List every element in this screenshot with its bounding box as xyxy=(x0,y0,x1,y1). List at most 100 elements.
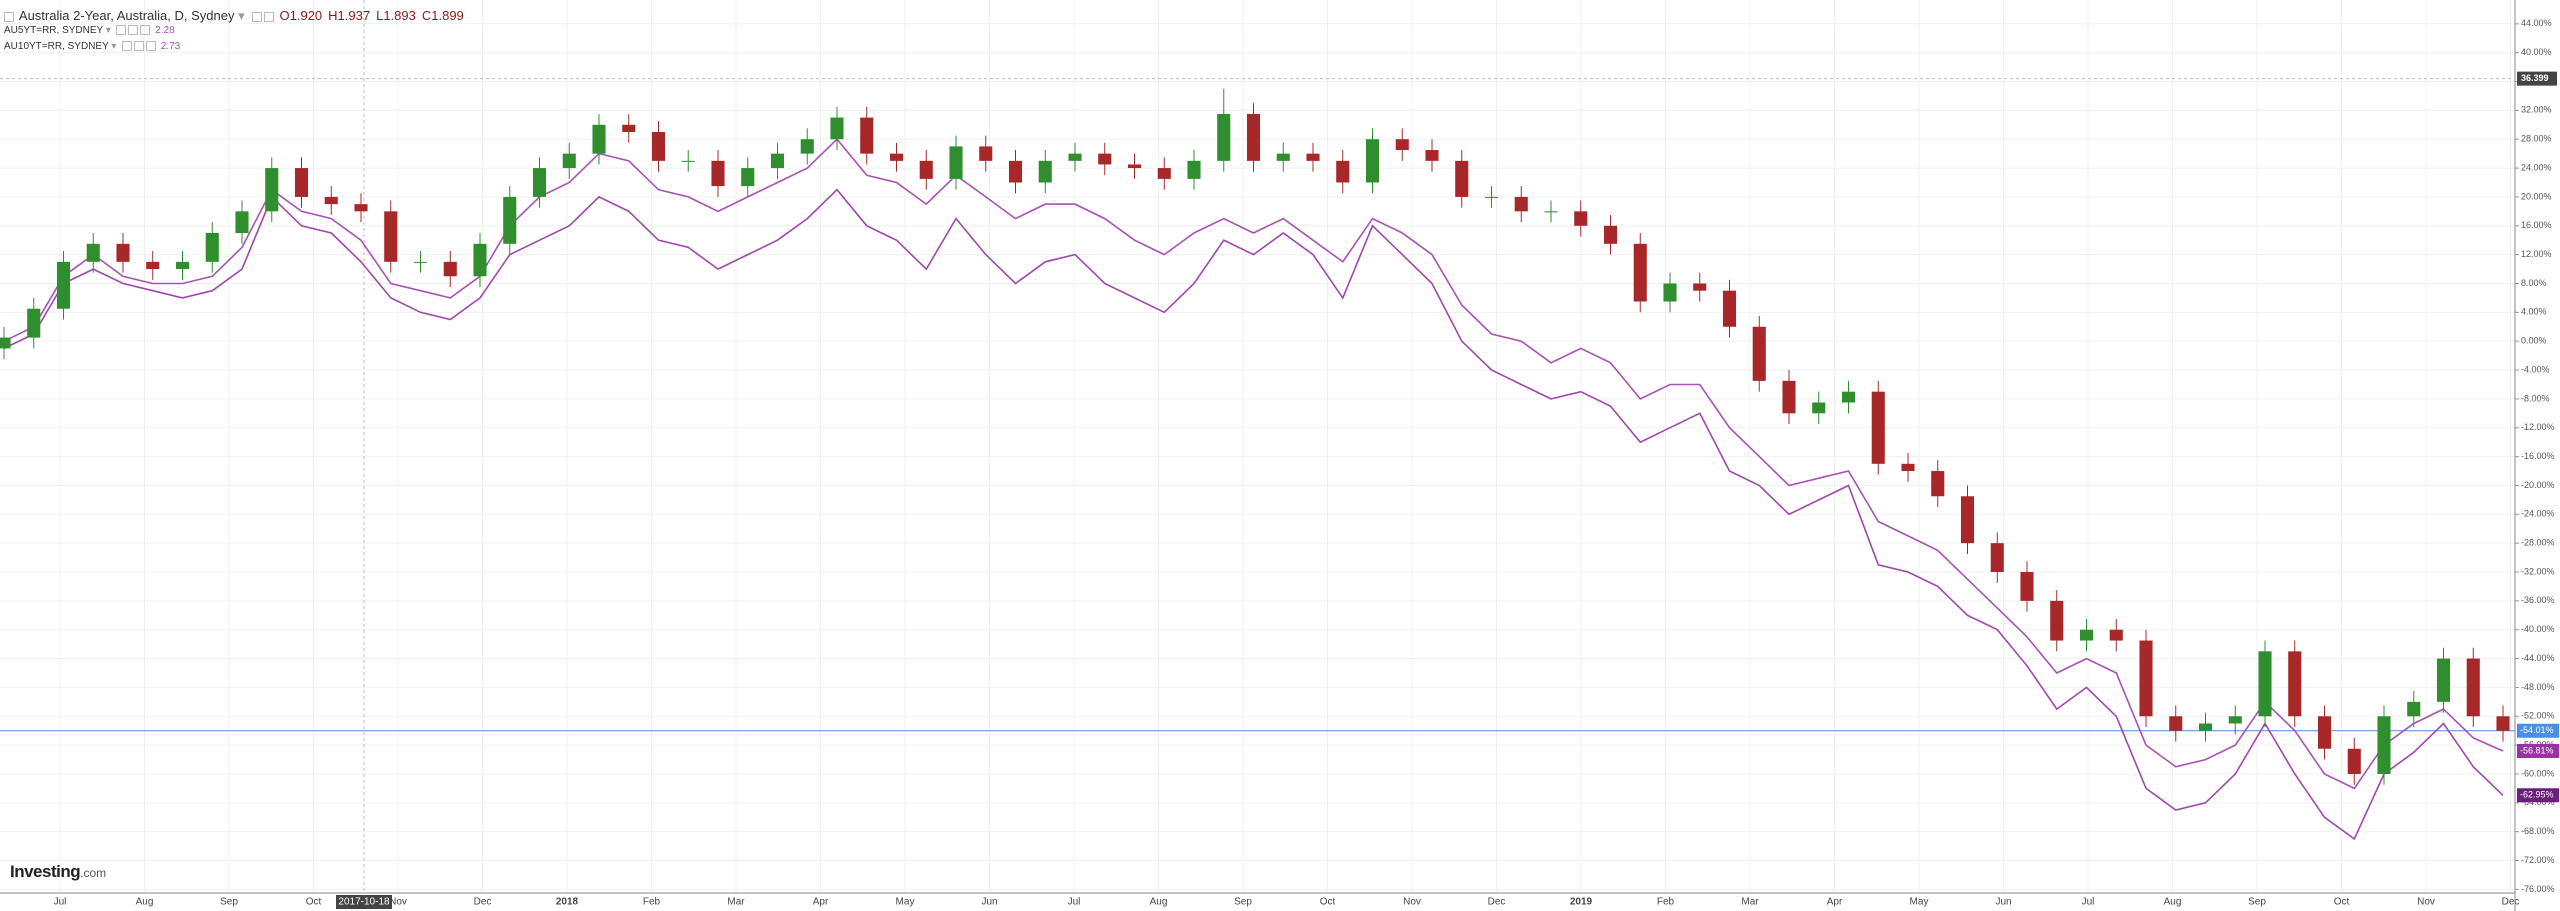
y-tick-label: -76.00% xyxy=(2521,884,2555,894)
candle-body xyxy=(651,132,666,161)
ohlc-value: O1.920 xyxy=(279,8,323,23)
series-name: AU5YT=RR, SYDNEY xyxy=(4,25,104,36)
candle-body xyxy=(2377,716,2391,774)
candle-body xyxy=(116,243,130,262)
y-tick-label: -68.00% xyxy=(2521,826,2555,836)
x-tick-label: Mar xyxy=(1741,897,1759,908)
candle-body xyxy=(949,146,963,179)
candle-body xyxy=(1693,283,1707,291)
candle-body xyxy=(1901,463,1915,472)
candle-body xyxy=(1752,326,1766,381)
candle-body xyxy=(1425,150,1439,161)
candle-body xyxy=(27,308,41,338)
candle-body xyxy=(175,261,190,270)
close-icon[interactable] xyxy=(263,11,274,22)
x-tick-label: Nov xyxy=(2417,897,2435,908)
candle-body xyxy=(473,243,487,277)
candle-body xyxy=(2436,658,2451,702)
x-tick-label: Apr xyxy=(813,897,829,908)
logo-brand: Investing xyxy=(10,862,81,881)
candle-body xyxy=(413,261,428,263)
candle-body xyxy=(1246,113,1261,161)
last-value-label: -56.81% xyxy=(2520,745,2554,755)
y-tick-label: -36.00% xyxy=(2521,595,2555,605)
candle-body xyxy=(2109,629,2123,641)
settings-icon[interactable] xyxy=(251,11,262,22)
candle-body xyxy=(532,168,547,197)
candle-body xyxy=(681,160,695,162)
candle-body xyxy=(2198,723,2213,731)
y-tick-label: -16.00% xyxy=(2521,451,2555,461)
y-tick-label: 16.00% xyxy=(2521,220,2552,230)
x-tick-label: 2018 xyxy=(556,897,579,908)
last-value-label: -62.95% xyxy=(2520,790,2554,800)
x-tick-label: Feb xyxy=(1657,897,1675,908)
series-line xyxy=(3,188,2504,841)
candle-body xyxy=(56,261,71,309)
last-value-box xyxy=(2517,743,2559,758)
candle-body xyxy=(1217,113,1231,161)
x-tick-label: Sep xyxy=(2248,897,2266,908)
y-tick-label: 28.00% xyxy=(2521,134,2552,144)
x-tick-label: Oct xyxy=(1320,897,1336,908)
x-tick-label: Feb xyxy=(643,897,661,908)
candle-body xyxy=(0,337,11,349)
candle-body xyxy=(146,261,160,270)
candle-body xyxy=(860,117,874,154)
x-tick-label: Jun xyxy=(1995,897,2011,908)
chart-title: Australia 2-Year, Australia, D, Sydney xyxy=(18,8,235,23)
y-tick-label: -44.00% xyxy=(2521,653,2555,663)
candle-body xyxy=(711,160,725,187)
candle-body xyxy=(2169,716,2183,731)
candle-body xyxy=(1008,160,1023,183)
candle-body xyxy=(265,168,279,212)
series-name: AU10YT=RR, SYDNEY xyxy=(4,41,109,52)
candle-body xyxy=(1098,153,1112,165)
series-value: 2.73 xyxy=(160,41,181,52)
candle-body xyxy=(1127,164,1142,169)
y-tick-label: -40.00% xyxy=(2521,624,2555,634)
candle-body xyxy=(889,153,904,161)
crosshair-y-box xyxy=(2517,71,2557,86)
dropdown-icon[interactable]: ▾ xyxy=(238,8,245,23)
y-tick-label: -52.00% xyxy=(2521,711,2555,721)
candle-body xyxy=(1306,153,1320,161)
y-tick-label: 12.00% xyxy=(2521,249,2552,259)
y-tick-label: 40.00% xyxy=(2521,47,2552,57)
y-tick-label: -48.00% xyxy=(2521,682,2555,692)
collapse-icon[interactable] xyxy=(4,11,14,22)
candle-body xyxy=(1365,139,1380,183)
candle-body xyxy=(2288,651,2302,717)
candle-body xyxy=(1931,471,1945,497)
candle-body xyxy=(2317,716,2332,749)
series-legend-2: AU10YT=RR, SYDNEY ▾ 2.73 xyxy=(4,41,181,52)
series-value: 2.28 xyxy=(155,25,175,36)
x-tick-label: Dec xyxy=(474,897,492,908)
crosshair-x-label: 2017-10-18 xyxy=(338,897,390,908)
y-tick-label: 20.00% xyxy=(2521,191,2552,201)
candle-body xyxy=(1157,168,1171,179)
candle-body xyxy=(979,146,993,161)
candle-body xyxy=(1722,290,1737,327)
crosshair-x-box xyxy=(336,895,392,909)
candle-body xyxy=(2407,701,2421,717)
x-tick-label: Sep xyxy=(1234,897,1252,908)
candle-body xyxy=(1455,160,1469,197)
y-tick-label: -32.00% xyxy=(2521,566,2555,576)
x-tick-label: Jun xyxy=(981,897,997,908)
candle-body xyxy=(1782,380,1796,414)
candle-body xyxy=(235,211,249,233)
crosshair-y-label: 36.399 xyxy=(2521,73,2549,83)
x-tick-label: Jul xyxy=(2082,897,2095,908)
candle-body xyxy=(1633,243,1647,302)
candle-body xyxy=(2258,651,2272,717)
x-tick-label: Jul xyxy=(1068,897,1081,908)
ohlc-values: O1.920 H1.937 L1.893 C1.899 xyxy=(280,8,470,23)
candle-body xyxy=(1038,160,1052,183)
candle-body xyxy=(1990,543,2004,573)
candle-body xyxy=(592,124,606,154)
x-tick-label: Nov xyxy=(389,897,407,908)
candle-body xyxy=(2466,658,2480,717)
